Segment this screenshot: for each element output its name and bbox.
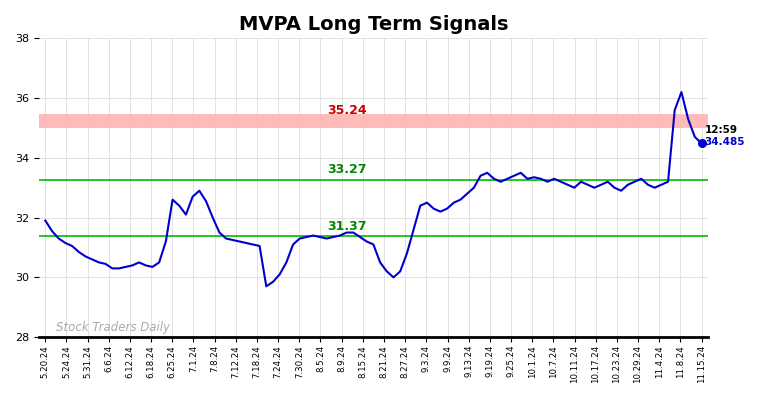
Text: 33.27: 33.27 xyxy=(328,163,367,176)
Point xyxy=(695,140,708,146)
Title: MVPA Long Term Signals: MVPA Long Term Signals xyxy=(238,15,508,34)
Text: 34.485: 34.485 xyxy=(705,137,745,147)
Text: 12:59: 12:59 xyxy=(705,125,738,135)
Text: 35.24: 35.24 xyxy=(328,104,367,117)
Text: 31.37: 31.37 xyxy=(328,220,367,233)
Text: Stock Traders Daily: Stock Traders Daily xyxy=(56,321,170,334)
